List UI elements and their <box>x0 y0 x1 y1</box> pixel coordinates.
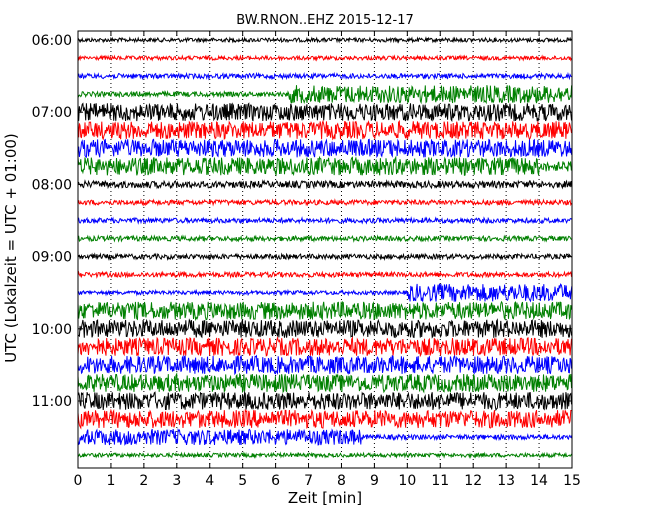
x-tick-label: 11 <box>431 473 449 489</box>
seismic-trace <box>77 179 572 190</box>
x-tick-label: 12 <box>464 473 482 489</box>
seismic-trace <box>77 216 572 225</box>
seismic-trace <box>77 390 572 412</box>
x-tick-label: 0 <box>74 473 83 489</box>
x-tick-label: 10 <box>398 473 416 489</box>
x-tick-label: 7 <box>304 473 313 489</box>
seismic-trace <box>77 85 573 105</box>
y-tick-label: 09:00 <box>32 250 72 266</box>
x-tick-label: 4 <box>205 473 214 489</box>
seismic-trace <box>77 119 572 141</box>
y-tick-label: 11:00 <box>32 394 72 410</box>
seismic-trace <box>77 102 572 123</box>
seismic-trace <box>77 138 572 159</box>
seismic-trace <box>77 252 572 262</box>
seismic-trace <box>77 270 572 279</box>
seismic-trace <box>77 336 572 358</box>
seismic-trace <box>77 300 572 322</box>
y-axis-title: UTC (Lokalzeit = UTC + 01:00) <box>2 133 20 363</box>
y-tick-label: 08:00 <box>32 177 72 193</box>
x-tick-label: 15 <box>563 473 581 489</box>
y-tick-labels: 06:00 07:00 08:00 09:00 10:00 11:00 <box>32 33 72 410</box>
seismic-trace <box>77 283 573 303</box>
chart-title: BW.RNON..EHZ 2015-12-17 <box>236 13 414 28</box>
seismic-trace <box>77 427 573 446</box>
seismic-trace <box>77 451 572 459</box>
x-tick-label: 3 <box>172 473 181 489</box>
seismic-trace <box>77 198 572 207</box>
x-tick-label: 8 <box>337 473 346 489</box>
x-tick-labels: 0 1 2 3 4 5 6 7 8 9 10 11 12 13 14 15 <box>74 473 581 489</box>
seismic-trace <box>77 234 572 243</box>
seismic-traces <box>77 36 573 459</box>
seismic-trace <box>77 372 572 394</box>
seismic-trace <box>77 36 572 44</box>
x-tick-label: 1 <box>106 473 115 489</box>
y-tick-label: 07:00 <box>32 105 72 121</box>
seismic-trace <box>77 71 572 81</box>
x-axis-title: Zeit [min] <box>288 489 362 507</box>
seismic-trace <box>77 354 572 376</box>
axis-ticks <box>77 31 573 468</box>
seismic-trace <box>77 54 572 62</box>
y-tick-label: 06:00 <box>32 33 72 49</box>
seismic-trace <box>77 318 572 339</box>
x-tick-label: 9 <box>370 473 379 489</box>
x-tick-label: 13 <box>497 473 515 489</box>
seismic-trace <box>77 155 573 177</box>
x-tick-label: 5 <box>238 473 247 489</box>
x-tick-label: 2 <box>139 473 148 489</box>
y-tick-label: 10:00 <box>32 322 72 338</box>
plot-frame <box>77 30 573 469</box>
x-tick-label: 6 <box>271 473 280 489</box>
seismic-trace <box>77 408 572 430</box>
x-tick-label: 14 <box>530 473 548 489</box>
